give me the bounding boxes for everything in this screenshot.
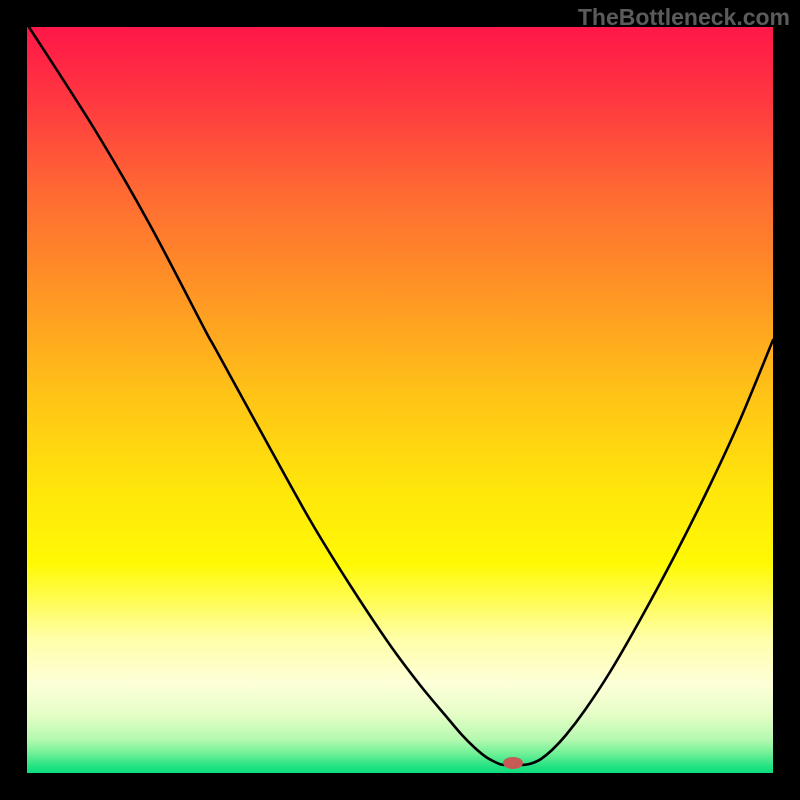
optimum-marker bbox=[503, 757, 523, 769]
chart-svg bbox=[0, 0, 800, 800]
watermark-text: TheBottleneck.com bbox=[578, 4, 790, 31]
chart-container: { "watermark": { "text": "TheBottleneck.… bbox=[0, 0, 800, 800]
plot-background-gradient bbox=[27, 27, 773, 773]
